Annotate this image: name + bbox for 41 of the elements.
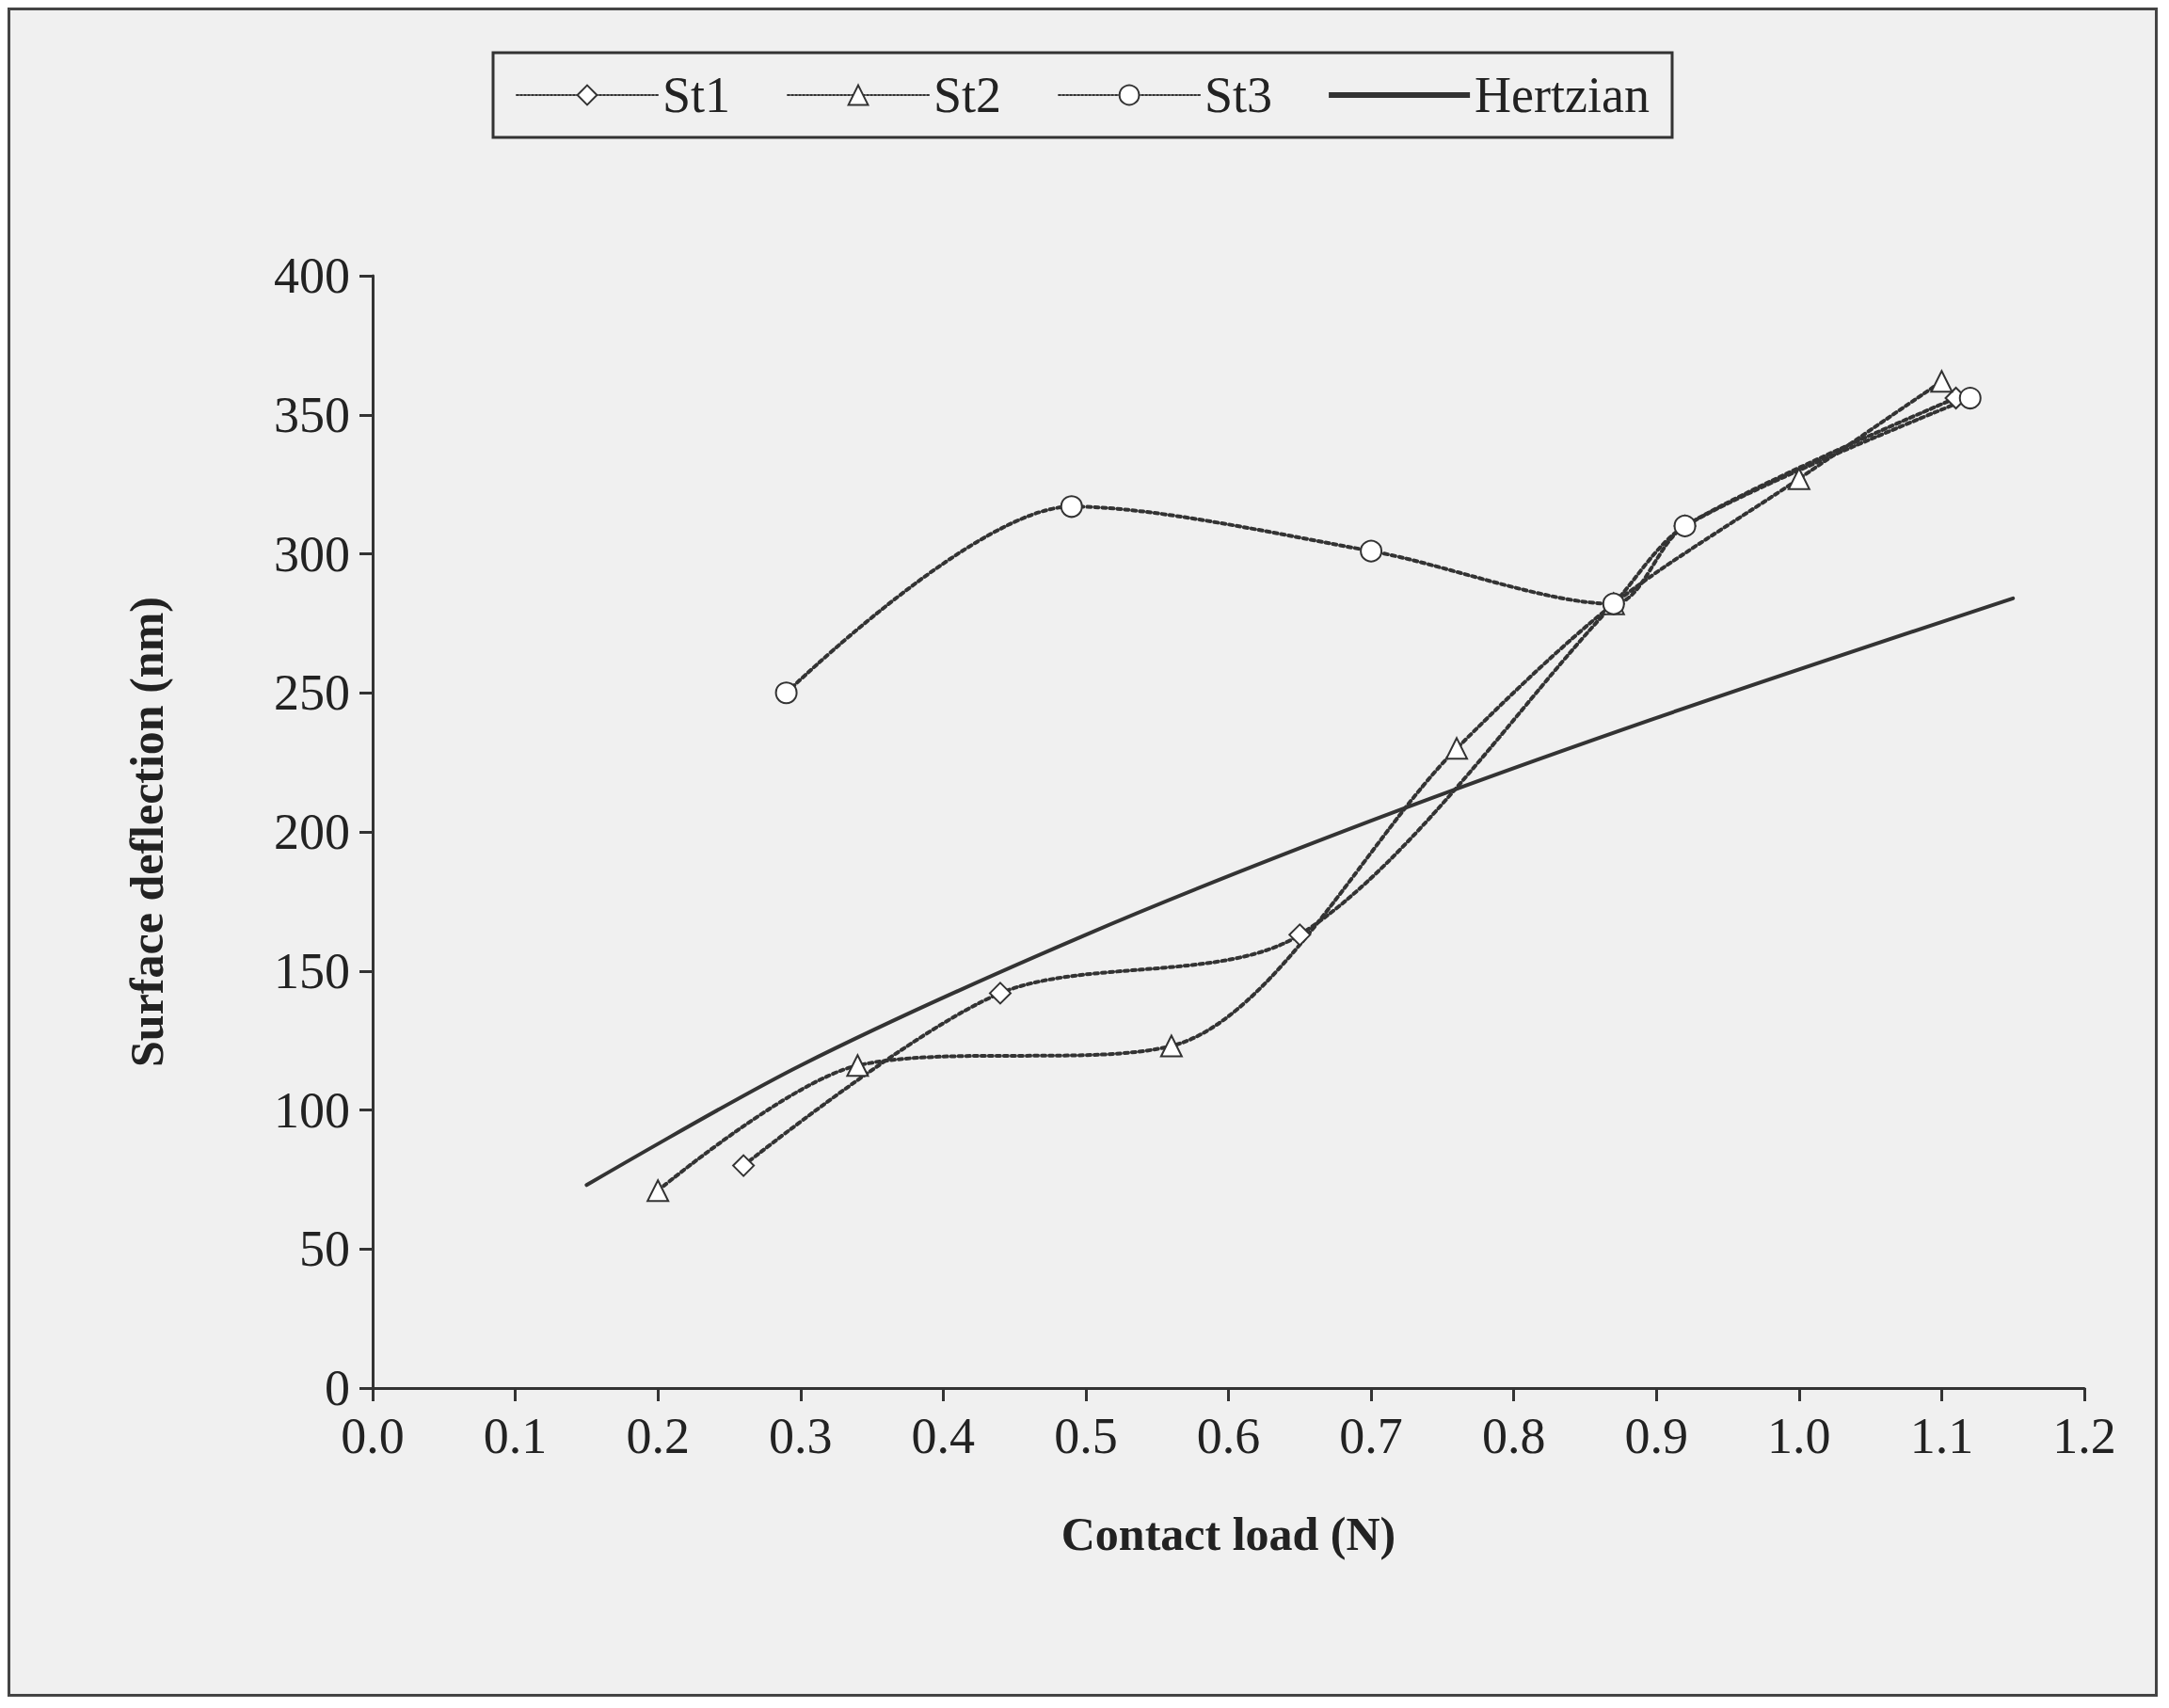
point xyxy=(1445,737,1469,760)
point xyxy=(1930,370,1954,393)
point xyxy=(1060,495,1083,519)
point xyxy=(1958,387,1982,410)
legend-label: St1 xyxy=(662,67,731,123)
y-axis-title: Surface deflection (nm) xyxy=(120,597,173,1067)
point xyxy=(988,982,1012,1005)
legend-label: Hertzian xyxy=(1475,67,1650,123)
x-tick-label: 0.2 xyxy=(626,1408,690,1464)
point xyxy=(1360,539,1383,563)
x-axis-title: Contact load (N) xyxy=(1061,1508,1396,1560)
y-tick-label: 50 xyxy=(299,1221,350,1278)
x-tick-label: 0.1 xyxy=(483,1408,548,1464)
x-tick-label: 0.5 xyxy=(1054,1408,1118,1464)
y-tick-label: 200 xyxy=(274,804,350,860)
point xyxy=(1602,592,1625,615)
y-tick-label: 150 xyxy=(274,942,350,999)
point xyxy=(646,1179,670,1203)
x-tick-label: 0.8 xyxy=(1481,1408,1546,1464)
x-tick-label: 0.9 xyxy=(1624,1408,1688,1464)
legend-label: St3 xyxy=(1204,67,1273,123)
legend-label: St2 xyxy=(933,67,1002,123)
point xyxy=(732,1154,756,1177)
y-tick-label: 100 xyxy=(274,1081,350,1139)
x-tick-label: 1.1 xyxy=(1909,1408,1974,1464)
point xyxy=(774,681,798,705)
x-tick-label: 0.6 xyxy=(1196,1408,1261,1464)
x-tick-label: 1.2 xyxy=(2052,1408,2116,1464)
x-tick-label: 0.7 xyxy=(1339,1408,1403,1464)
point xyxy=(846,1054,869,1077)
y-tick-label: 250 xyxy=(274,664,350,722)
y-tick-label: 400 xyxy=(274,247,350,304)
x-tick-label: 0.4 xyxy=(911,1408,976,1464)
point xyxy=(1159,1034,1183,1058)
point xyxy=(1288,923,1312,947)
point xyxy=(1673,514,1697,537)
y-tick-label: 350 xyxy=(274,386,350,443)
y-tick-label: 300 xyxy=(274,525,350,583)
x-tick-label: 0.3 xyxy=(769,1408,833,1464)
x-tick-label: 1.0 xyxy=(1767,1408,1831,1464)
point xyxy=(1787,467,1810,490)
